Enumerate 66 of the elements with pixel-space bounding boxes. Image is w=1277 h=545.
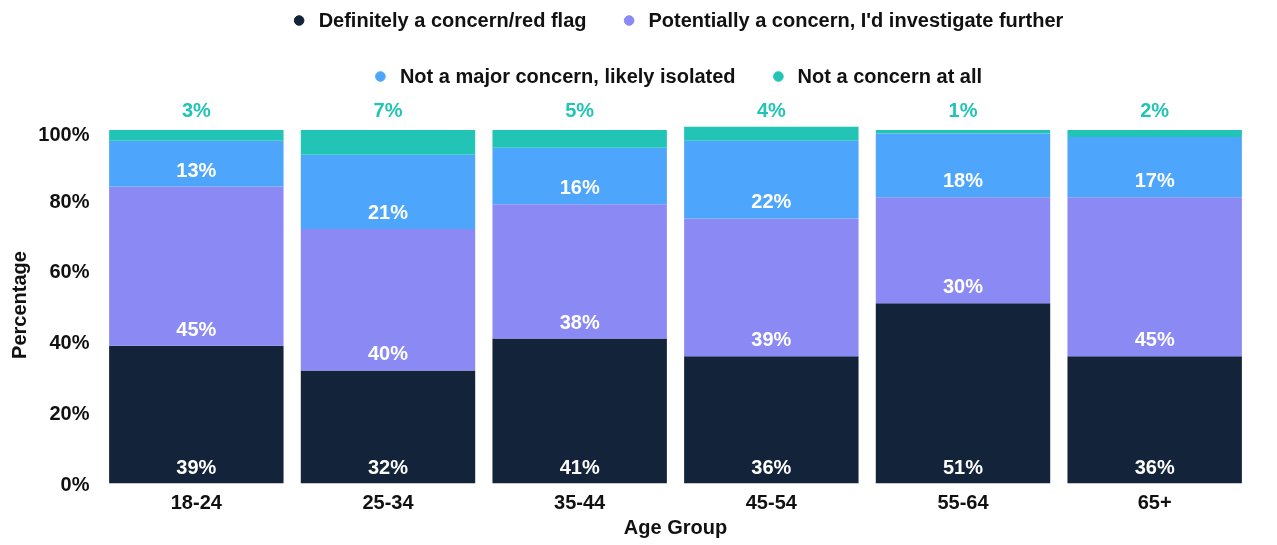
x-tick-label: 35-44 xyxy=(554,490,607,513)
y-tick-label: 0% xyxy=(60,472,90,495)
data-label: 13% xyxy=(176,158,217,181)
x-tick-label: 25-34 xyxy=(362,490,415,513)
data-label: 22% xyxy=(751,190,792,213)
data-label: 18% xyxy=(942,169,984,192)
bar xyxy=(1067,356,1242,484)
y-tick-label: 100% xyxy=(38,122,90,145)
data-label: 45% xyxy=(1134,328,1175,351)
data-label: 51% xyxy=(942,455,984,478)
x-axis-title: Age Group xyxy=(623,515,728,538)
data-label: 39% xyxy=(751,328,792,351)
data-label: 40% xyxy=(367,342,409,365)
bar xyxy=(684,218,859,357)
bar xyxy=(492,338,667,484)
data-label: 36% xyxy=(1134,455,1175,478)
data-label: 38% xyxy=(559,310,600,333)
y-tick-label: 20% xyxy=(49,401,90,424)
data-label: 3% xyxy=(181,98,211,121)
data-label: 30% xyxy=(942,275,984,298)
data-label: 21% xyxy=(367,201,409,223)
bar xyxy=(109,140,284,187)
bar xyxy=(300,154,476,229)
y-tick-label: 40% xyxy=(49,331,90,354)
bar xyxy=(684,126,859,141)
bar xyxy=(300,130,476,155)
data-label: 1% xyxy=(948,98,978,121)
data-label: 17% xyxy=(1134,169,1175,192)
bar xyxy=(300,370,476,484)
y-tick-label: 60% xyxy=(49,260,90,283)
data-label: 16% xyxy=(559,176,600,199)
data-label: 2% xyxy=(1140,98,1170,121)
data-label: 4% xyxy=(756,98,786,121)
bar xyxy=(492,130,667,148)
x-tick-label: 65+ xyxy=(1137,490,1172,513)
bar xyxy=(492,204,667,339)
bar xyxy=(875,197,1051,304)
bar xyxy=(300,229,476,371)
data-label: 39% xyxy=(176,455,217,478)
bar xyxy=(875,303,1051,484)
x-tick-label: 18-24 xyxy=(170,490,223,513)
bar xyxy=(684,356,859,484)
bar xyxy=(1067,130,1242,138)
data-label: 36% xyxy=(751,455,792,478)
y-tick-label: 80% xyxy=(49,189,90,212)
bar xyxy=(492,147,667,205)
legend-label: Not a major concern, likely isolated xyxy=(399,64,736,88)
bar xyxy=(109,130,284,141)
bar xyxy=(684,140,859,219)
legend-label: Potentially a concern, I'd investigate further xyxy=(648,8,1064,32)
data-label: 45% xyxy=(176,317,217,340)
bar xyxy=(875,133,1051,198)
bar xyxy=(1067,137,1242,198)
bar xyxy=(875,130,1051,134)
data-label: 7% xyxy=(373,98,403,121)
data-label: 41% xyxy=(559,455,600,478)
bar xyxy=(109,186,284,346)
data-label: 32% xyxy=(367,455,409,478)
data-label: 5% xyxy=(565,98,595,121)
bar xyxy=(109,345,284,484)
x-tick-label: 45-54 xyxy=(745,490,798,513)
legend-label: Not a concern at all xyxy=(797,64,983,88)
legend-label: Definitely a concern/red flag xyxy=(318,8,587,32)
y-axis-title: Percentage xyxy=(8,251,31,359)
bar xyxy=(1067,197,1242,357)
x-tick-label: 55-64 xyxy=(937,490,990,513)
